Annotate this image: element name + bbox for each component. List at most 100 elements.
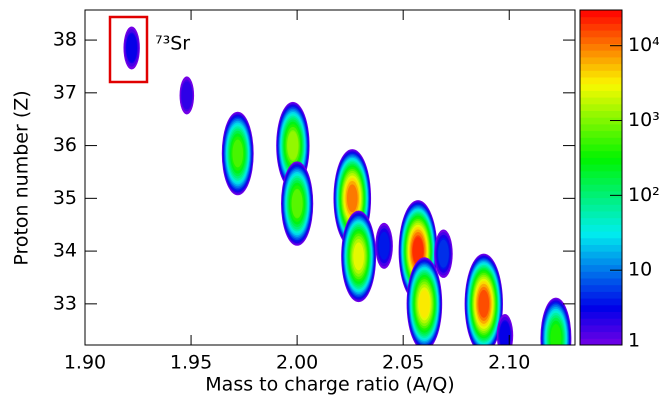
colorbar-step	[580, 10, 622, 18]
colorbar-step	[580, 56, 622, 65]
colorbar-step	[580, 338, 622, 346]
colorbar-step	[580, 97, 622, 105]
plot-frame	[84, 9, 576, 346]
y-tick-label: 37	[53, 81, 77, 103]
z-tick-label: 10	[628, 259, 652, 281]
colorbar-step	[580, 63, 622, 71]
colorbar-step	[580, 137, 622, 145]
y-tick-label: 36	[53, 134, 77, 156]
colorbar	[580, 10, 622, 346]
colorbar-step	[580, 90, 622, 98]
cluster-level	[181, 81, 193, 110]
x-tick-label: 2.00	[276, 352, 318, 374]
z-tick-label: 10²	[628, 184, 659, 206]
colorbar-step	[580, 117, 622, 125]
x-tick-label: 2.05	[382, 352, 424, 374]
cluster	[221, 111, 254, 196]
colorbar-step	[580, 123, 622, 132]
y-tick-label: 33	[53, 292, 77, 314]
colorbar-step	[580, 291, 622, 299]
colorbar-step	[580, 23, 622, 31]
colorbar-step	[580, 244, 622, 252]
colorbar-step	[580, 164, 622, 172]
colorbar-step	[580, 150, 622, 158]
colorbar-step	[580, 144, 622, 152]
colorbar-step	[580, 224, 622, 232]
colorbar-step	[580, 257, 622, 266]
y-axis-title: Proton number (Z)	[11, 90, 33, 265]
cluster	[341, 210, 377, 303]
colorbar-step	[580, 231, 622, 239]
colorbar-step	[580, 50, 622, 58]
colorbar-step	[580, 197, 622, 205]
z-tick-label: 10⁴	[628, 34, 659, 56]
colorbar-step	[580, 170, 622, 178]
cluster	[281, 161, 314, 246]
colorbar-step	[580, 331, 622, 339]
colorbar-step	[580, 204, 622, 212]
colorbar-step	[580, 264, 622, 272]
y-tick-label: 35	[53, 187, 77, 209]
cluster	[464, 253, 503, 345]
cluster	[434, 229, 453, 278]
colorbar-step	[580, 284, 622, 292]
colorbar-step	[580, 36, 622, 44]
cluster-level	[438, 239, 449, 268]
y-tick-label: 38	[53, 29, 77, 51]
colorbar-step	[580, 298, 622, 306]
annotation: ⁷³Sr	[155, 33, 190, 55]
cluster-level	[550, 324, 562, 345]
colorbar-step	[580, 251, 622, 259]
colorbar-step	[580, 271, 622, 279]
cluster	[375, 222, 393, 269]
cluster-level	[499, 321, 511, 345]
colorbar-step	[580, 103, 622, 111]
cluster	[179, 76, 195, 115]
cluster-level	[126, 34, 137, 62]
colorbar-frame	[579, 9, 623, 346]
colorbar-step	[580, 304, 622, 312]
colorbar-step	[580, 311, 622, 319]
x-axis-title: Mass to charge ratio (A/Q)	[205, 374, 454, 396]
colorbar-step	[580, 217, 622, 225]
cluster	[540, 297, 572, 345]
cluster-level	[287, 131, 299, 160]
colorbar-step	[580, 184, 622, 192]
colorbar-step	[580, 211, 622, 219]
colorbar-step	[580, 318, 622, 326]
colorbar-step	[580, 77, 622, 85]
x-tick-label: 1.95	[170, 352, 212, 374]
cluster-level	[419, 289, 430, 318]
cluster-level	[346, 184, 358, 213]
x-tick-label: 2.10	[488, 352, 530, 374]
highlight-box	[108, 15, 149, 84]
colorbar-step	[580, 237, 622, 245]
cluster-level	[478, 289, 490, 318]
colorbar-step	[580, 177, 622, 185]
y-tick-label: 34	[53, 240, 77, 262]
cluster-level	[353, 242, 364, 271]
colorbar-step	[580, 83, 622, 91]
colorbar-step	[580, 16, 622, 24]
x-tick-label: 1.90	[64, 352, 106, 374]
colorbar-step	[580, 70, 622, 78]
plot-area	[123, 26, 572, 345]
cluster-level	[232, 139, 244, 168]
colorbar-step	[580, 157, 622, 165]
cluster-level	[412, 237, 424, 266]
cluster-level	[378, 231, 390, 260]
colorbar-step	[580, 43, 622, 51]
cluster	[123, 26, 140, 70]
z-tick-label: 10³	[628, 109, 659, 131]
colorbar-step	[580, 110, 622, 118]
colorbar-step	[580, 278, 622, 286]
cluster	[406, 257, 443, 345]
colorbar-step	[580, 30, 622, 38]
colorbar-step	[580, 130, 622, 138]
z-tick-label: 1	[628, 330, 640, 352]
cluster-level	[291, 189, 303, 218]
colorbar-step	[580, 324, 622, 333]
colorbar-step	[580, 190, 622, 199]
